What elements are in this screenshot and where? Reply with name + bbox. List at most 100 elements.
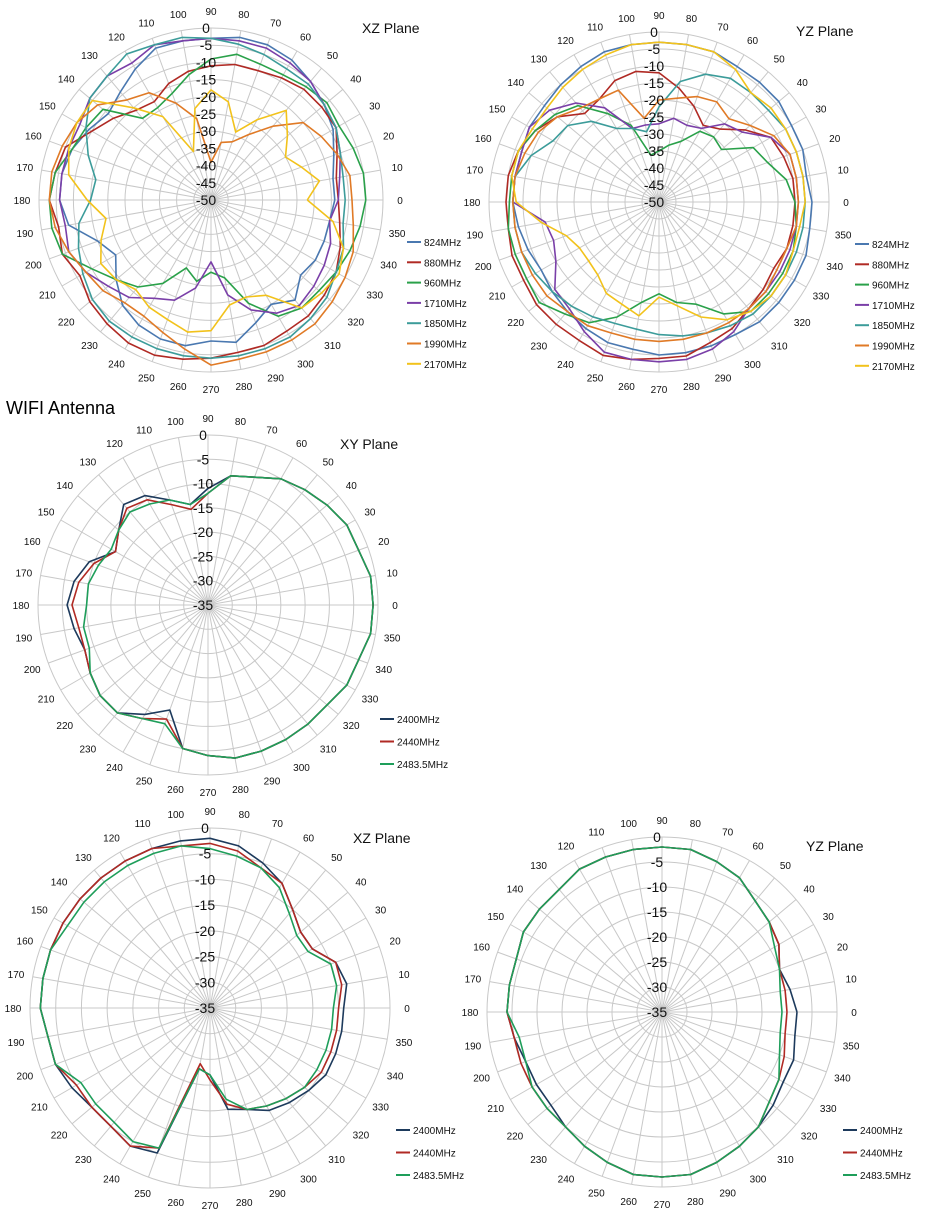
grid-spoke [601, 847, 663, 1013]
series-line-1710MHz [58, 37, 342, 315]
angle-tick-label: 160 [24, 537, 41, 548]
chart-title: XY Plane [340, 436, 398, 452]
angle-tick-label: 300 [293, 763, 310, 774]
angle-tick-label: 100 [170, 10, 187, 21]
grid-spoke [60, 519, 209, 606]
grid-spoke [122, 457, 209, 606]
angle-tick-label: 230 [75, 1155, 92, 1166]
grid-spoke [207, 437, 239, 606]
grid-spoke [210, 30, 242, 201]
grid-spoke [40, 604, 209, 636]
grid-spoke [209, 1007, 349, 1125]
ring-tick-label: -10 [195, 871, 215, 887]
grid-spoke [98, 474, 209, 606]
ring-tick-label: -35 [193, 597, 213, 613]
grid-spoke [177, 604, 209, 773]
ring-tick-label: -35 [647, 1004, 667, 1020]
grid-spoke [209, 976, 388, 1009]
grid-spoke [210, 199, 271, 362]
angle-tick-label: 210 [31, 1103, 48, 1114]
angle-tick-label: 350 [843, 1041, 860, 1052]
ring-tick-label: 0 [201, 820, 209, 836]
series-line-2483.5MHz [82, 474, 374, 759]
angle-tick-label: 150 [487, 912, 504, 923]
angle-tick-label: 310 [771, 341, 788, 352]
angle-tick-label: 0 [397, 196, 403, 207]
grid-spoke [661, 847, 723, 1013]
grid-spoke [49, 199, 212, 260]
angle-tick-label: 350 [396, 1038, 413, 1049]
grid-spoke [77, 604, 209, 715]
angle-tick-label: 240 [103, 1175, 120, 1186]
grid-spoke [207, 495, 339, 606]
angle-tick-label: 180 [13, 601, 30, 612]
grid-spoke [658, 171, 827, 203]
legend-entry: 1850MHz [872, 321, 915, 332]
angle-tick-label: 200 [475, 262, 492, 273]
grid-spoke [207, 445, 267, 606]
angle-tick-label: 220 [51, 1131, 68, 1142]
legend-entry: 960MHz [872, 281, 909, 292]
angle-tick-label: 130 [530, 55, 547, 66]
angle-tick-label: 0 [851, 1008, 857, 1019]
angle-tick-label: 300 [744, 360, 761, 371]
angle-tick-label: 60 [752, 842, 764, 853]
grid-spoke [207, 604, 294, 753]
grid-spoke [207, 546, 368, 606]
grid-spoke [210, 199, 361, 287]
ring-tick-label: -45 [644, 177, 664, 193]
angle-tick-label: 130 [75, 853, 92, 864]
series-line-2400MHz [39, 837, 348, 1154]
grid-spoke [149, 604, 209, 765]
angle-tick-label: 10 [398, 970, 410, 981]
angle-tick-label: 320 [353, 1131, 370, 1142]
angle-tick-label: 120 [106, 439, 123, 450]
grid-spoke [661, 1011, 835, 1043]
angle-tick-label: 300 [750, 1174, 767, 1185]
grid-spoke [658, 143, 819, 203]
grid-spoke [209, 1007, 273, 1178]
grid-spoke [600, 201, 660, 362]
angle-tick-label: 80 [239, 810, 251, 821]
polar-chart-4: 0 10 20 30 40 50 60 70 80 90 100 110 120 130 140 150 160… [5, 807, 464, 1212]
legend-entry: 2483.5MHz [413, 1171, 464, 1182]
grid-spoke [528, 201, 660, 312]
angle-tick-label: 190 [15, 633, 32, 644]
ring-tick-label: -50 [644, 194, 664, 210]
ring-tick-label: -45 [196, 175, 216, 191]
ring-tick-label: -30 [195, 974, 215, 990]
angle-tick-label: 310 [777, 1155, 794, 1166]
grid-spoke [549, 877, 663, 1013]
ring-tick-label: -25 [193, 548, 213, 564]
grid-spoke [178, 830, 211, 1009]
grid-spoke [209, 1007, 367, 1099]
angle-tick-label: 280 [232, 785, 249, 796]
angle-tick-label: 270 [651, 385, 668, 396]
angle-tick-label: 40 [804, 885, 816, 896]
angle-tick-label: 290 [715, 374, 732, 385]
angle-tick-label: 60 [300, 32, 312, 43]
chart-title: XZ Plane [353, 830, 411, 846]
polar-chart-2: 0 10 20 30 40 50 60 70 80 90 100 110 120 130 140 150 160… [464, 11, 915, 396]
grid-spoke [61, 113, 212, 201]
grid-spoke [511, 116, 660, 203]
angle-tick-label: 280 [236, 1198, 253, 1209]
angle-tick-label: 90 [653, 11, 665, 22]
grid-spoke [658, 201, 819, 261]
angle-tick-label: 0 [392, 601, 398, 612]
angle-tick-label: 340 [380, 261, 397, 272]
ring-tick-label: 0 [199, 427, 207, 443]
angle-tick-label: 60 [296, 439, 308, 450]
ring-tick-label: -5 [200, 37, 213, 53]
angle-tick-label: 310 [320, 744, 337, 755]
grid-spoke [527, 1011, 663, 1125]
angle-tick-label: 220 [56, 721, 73, 732]
polar-chart-3: 0 10 20 30 40 50 60 70 80 90 100 110 120 130 140 150 160… [13, 414, 448, 799]
grid-spoke [119, 851, 211, 1009]
grid-spoke [574, 860, 663, 1013]
angle-tick-label: 30 [369, 102, 381, 113]
angle-tick-label: 130 [81, 51, 98, 62]
grid-spoke [661, 899, 797, 1013]
angle-tick-label: 250 [134, 1189, 151, 1200]
grid-spoke [207, 604, 267, 765]
